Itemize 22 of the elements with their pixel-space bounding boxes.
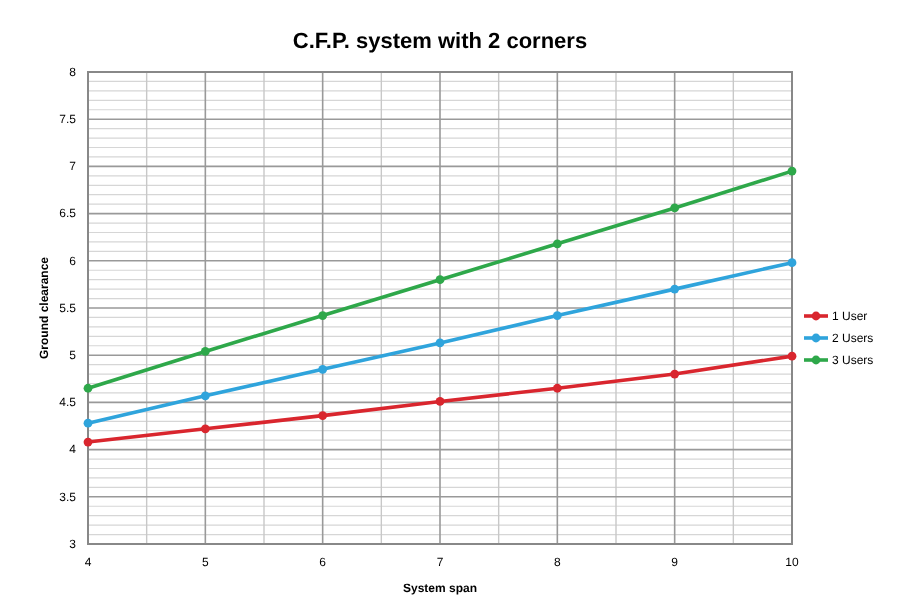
point — [787, 258, 797, 268]
point — [552, 383, 562, 393]
point — [670, 284, 680, 294]
point — [200, 347, 210, 356]
point — [318, 364, 328, 374]
point — [318, 311, 328, 320]
point — [787, 166, 797, 176]
point — [435, 338, 445, 348]
point — [83, 418, 93, 428]
point — [200, 424, 210, 434]
point — [435, 397, 445, 406]
point — [200, 391, 210, 401]
point — [83, 383, 93, 393]
chart-title: C.F.P. system with 2 corners — [292, 30, 588, 54]
point — [670, 203, 680, 213]
point — [670, 369, 680, 379]
point — [83, 437, 93, 447]
point — [318, 411, 328, 421]
point — [552, 311, 562, 320]
point — [435, 275, 445, 285]
point — [787, 351, 797, 361]
point — [552, 239, 562, 249]
